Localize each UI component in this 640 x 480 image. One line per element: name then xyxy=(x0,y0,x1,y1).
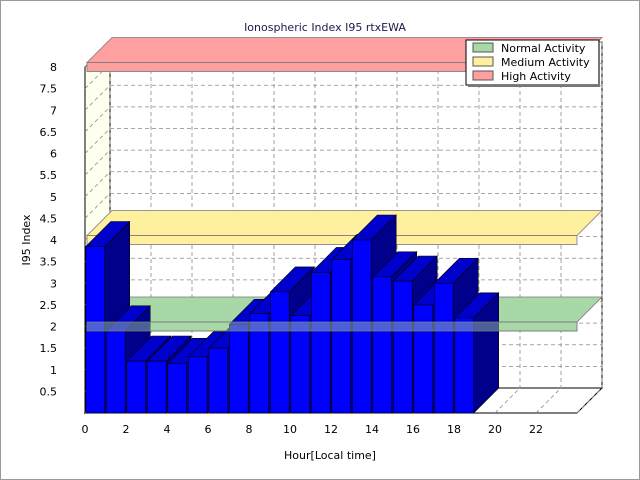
grid-line-y-side xyxy=(84,193,111,219)
bar-front xyxy=(229,324,249,414)
x-tick-label: 10 xyxy=(283,423,297,436)
grid-line-x-floor xyxy=(535,387,562,414)
bar-18 xyxy=(454,292,500,414)
grid-line-y-side xyxy=(84,106,111,133)
band-front-0 xyxy=(86,321,578,332)
bar-front xyxy=(290,315,310,414)
y-tick-label: 8 xyxy=(50,61,57,74)
legend-swatch-normal xyxy=(472,42,494,53)
legend-label-high: High Activity xyxy=(501,70,571,83)
y-tick-label: 2 xyxy=(50,321,57,334)
y-tick-label: 4.5 xyxy=(40,212,58,225)
bar-front xyxy=(188,356,208,414)
grid-line-y-side xyxy=(84,171,111,198)
bar-front xyxy=(106,330,126,414)
bar-front xyxy=(434,282,454,414)
x-tick-label: 18 xyxy=(447,423,461,436)
x-tick-label: 20 xyxy=(488,423,502,436)
y-tick-label: 3.5 xyxy=(40,256,58,269)
bar-front xyxy=(311,272,331,414)
bar-front xyxy=(393,280,413,414)
band-overlay-layer xyxy=(86,321,578,332)
grid-line-x-floor xyxy=(576,387,603,414)
bar-front xyxy=(454,317,474,414)
bar-front xyxy=(372,276,392,414)
y-tick-label: 3 xyxy=(50,277,57,290)
grid-line-y-side xyxy=(84,149,111,176)
y-tick-label: 1 xyxy=(50,364,57,377)
grid-line-x-floor xyxy=(494,387,521,414)
bar-front xyxy=(126,360,146,414)
y-tick-label: 2.5 xyxy=(40,299,58,312)
legend: Normal Activity Medium Activity High Act… xyxy=(465,39,600,87)
bar-front xyxy=(331,259,351,414)
axis-layer: 0.5 1 1.5 2 2.5 3 3.5 4 4.5 5 5.5 6 6.5 7 7.5 8 0 2 4 6 8 10 1… xyxy=(40,61,544,436)
legend-label-medium: Medium Activity xyxy=(501,56,590,69)
x-tick-label: 22 xyxy=(529,423,543,436)
x-tick-label: 2 xyxy=(123,423,130,436)
y-axis-label: I95 Index xyxy=(20,214,33,266)
y-tick-label: 1.5 xyxy=(40,342,58,355)
bar-front xyxy=(85,246,105,414)
bar-front xyxy=(413,304,433,414)
bar-front xyxy=(147,360,167,414)
legend-swatch-medium xyxy=(472,56,494,67)
x-tick-label: 14 xyxy=(365,423,379,436)
legend-swatch-high xyxy=(472,70,494,81)
x-tick-label: 4 xyxy=(164,423,171,436)
y-tick-label: 5.5 xyxy=(40,169,58,182)
x-tick-label: 12 xyxy=(324,423,338,436)
bar-layer xyxy=(85,214,500,414)
grid-line-y-side xyxy=(84,128,111,154)
grid-line-y-side xyxy=(84,84,111,111)
y-tick-label: 5 xyxy=(50,191,57,204)
y-tick-label: 6.5 xyxy=(40,126,58,139)
x-tick-label: 0 xyxy=(82,423,89,436)
y-tick-label: 6 xyxy=(50,148,57,161)
x-tick-label: 6 xyxy=(205,423,212,436)
x-tick-label: 8 xyxy=(246,423,253,436)
y-tick-label: 7 xyxy=(50,104,57,117)
bar-front xyxy=(352,239,372,414)
x-axis-label: Hour[Local time] xyxy=(284,449,376,462)
legend-label-normal: Normal Activity xyxy=(501,42,586,55)
y-tick-label: 0.5 xyxy=(40,385,58,398)
y-tick-label: 7.5 xyxy=(40,83,58,96)
bar-front xyxy=(167,362,187,414)
bar-front xyxy=(249,313,269,414)
y-tick-label: 4 xyxy=(50,234,57,247)
bar-front xyxy=(208,347,228,414)
bar-front xyxy=(270,291,290,414)
band-top-1 xyxy=(86,210,603,236)
x-tick-label: 16 xyxy=(406,423,420,436)
chart-title: Ionospheric Index I95 rtxEWA xyxy=(244,21,406,34)
band-front-1 xyxy=(86,235,578,245)
